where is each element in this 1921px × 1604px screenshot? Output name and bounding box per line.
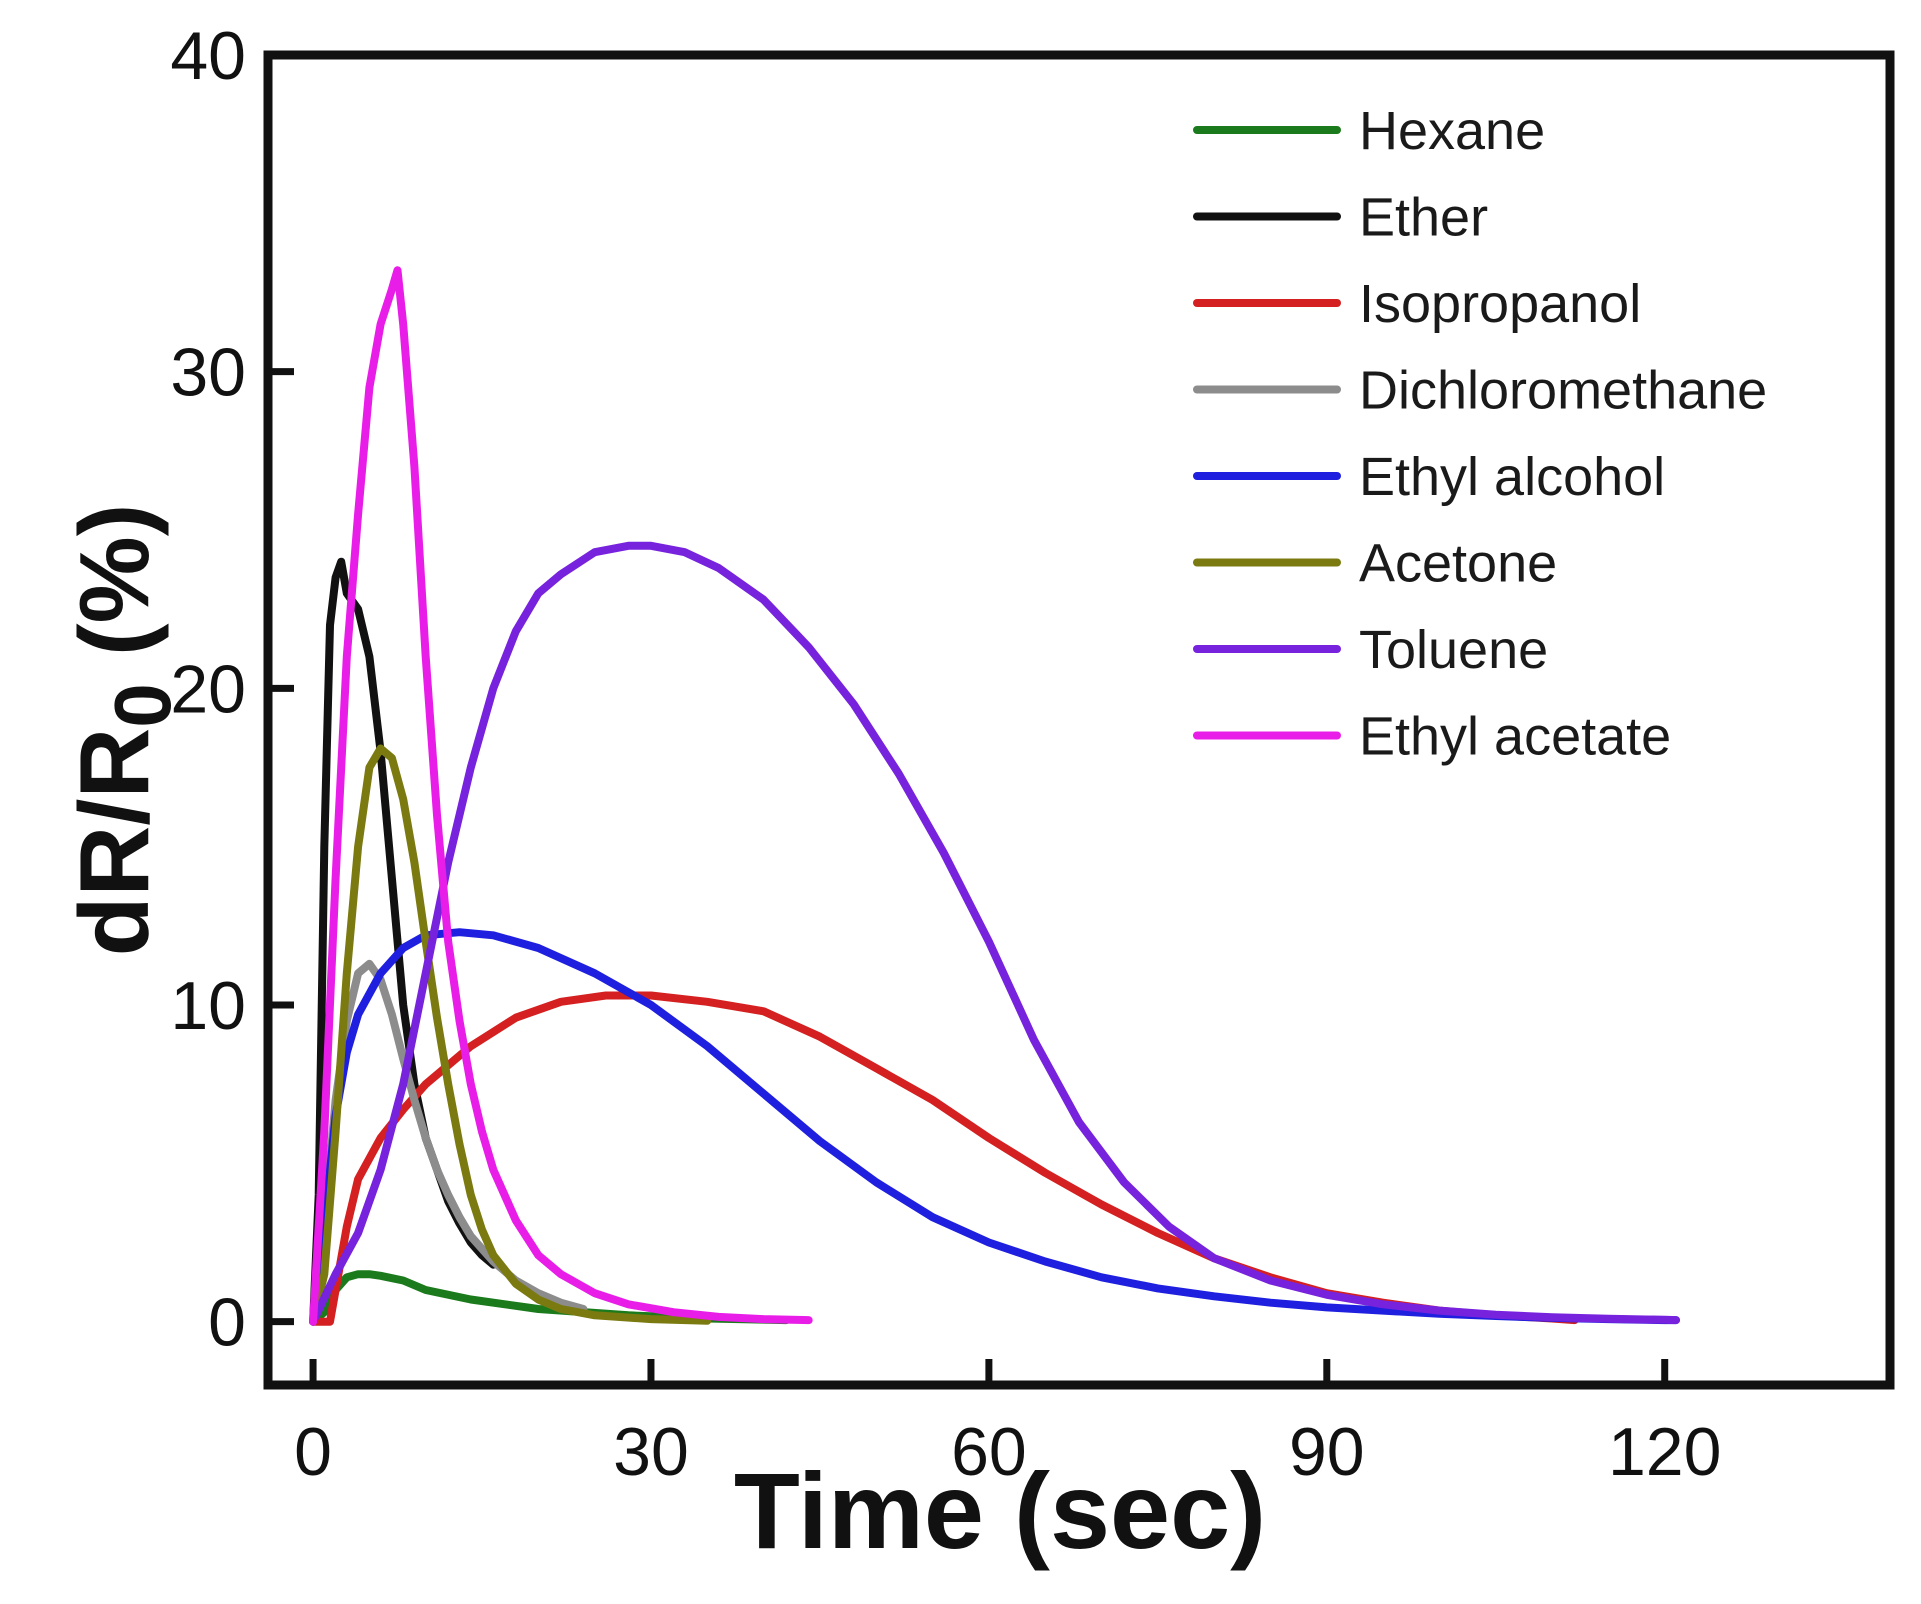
x-tick-label: 30 bbox=[613, 1414, 689, 1490]
legend-label-toluene: Toluene bbox=[1359, 620, 1548, 680]
series-line-ethyl-alcohol bbox=[309, 928, 1680, 1326]
y-axis-title: dR/R0 (%) bbox=[59, 504, 187, 957]
y-tick-label: 20 bbox=[170, 651, 246, 727]
x-tick-label: 120 bbox=[1608, 1414, 1721, 1490]
series-line-ethyl-acetate bbox=[309, 266, 813, 1326]
legend-label-dichloromethane: Dichloromethane bbox=[1359, 361, 1767, 421]
y-tick-label: 30 bbox=[170, 335, 246, 411]
y-tick-label: 10 bbox=[170, 968, 246, 1044]
legend-label-hexane: Hexane bbox=[1359, 101, 1545, 161]
series-line-toluene bbox=[309, 541, 1680, 1326]
ticks-layer: 0 30 60 90 120 0 10 20 30 40 bbox=[170, 18, 1721, 1490]
legend-label-ethyl-alcohol: Ethyl alcohol bbox=[1359, 447, 1665, 507]
y-tick-label: 40 bbox=[170, 18, 246, 94]
legend-label-ether: Ether bbox=[1359, 188, 1488, 248]
y-axis-title-subscript: 0 bbox=[98, 683, 187, 728]
series-line-ether bbox=[309, 557, 498, 1326]
legend-label-isopropanol: Isopropanol bbox=[1359, 274, 1641, 334]
plot-frame bbox=[263, 50, 1895, 1390]
y-axis-title-main: dR/R bbox=[59, 728, 169, 957]
x-tick-label: 0 bbox=[294, 1414, 332, 1490]
legend-label-ethyl-acetate: Ethyl acetate bbox=[1359, 707, 1671, 767]
y-axis-title-suffix: (%) bbox=[59, 504, 169, 684]
x-tick-label: 90 bbox=[1289, 1414, 1365, 1490]
legend-label-acetone: Acetone bbox=[1359, 534, 1557, 594]
x-tick-label: 60 bbox=[951, 1414, 1027, 1490]
y-tick-label: 0 bbox=[208, 1285, 246, 1361]
legend: Hexane Ether Isopropanol Dichloromethane Eth… bbox=[1193, 101, 1767, 767]
series-line-acetone bbox=[309, 744, 712, 1326]
x-axis-title: Time (sec) bbox=[734, 1450, 1266, 1571]
series-layer bbox=[309, 266, 1680, 1326]
